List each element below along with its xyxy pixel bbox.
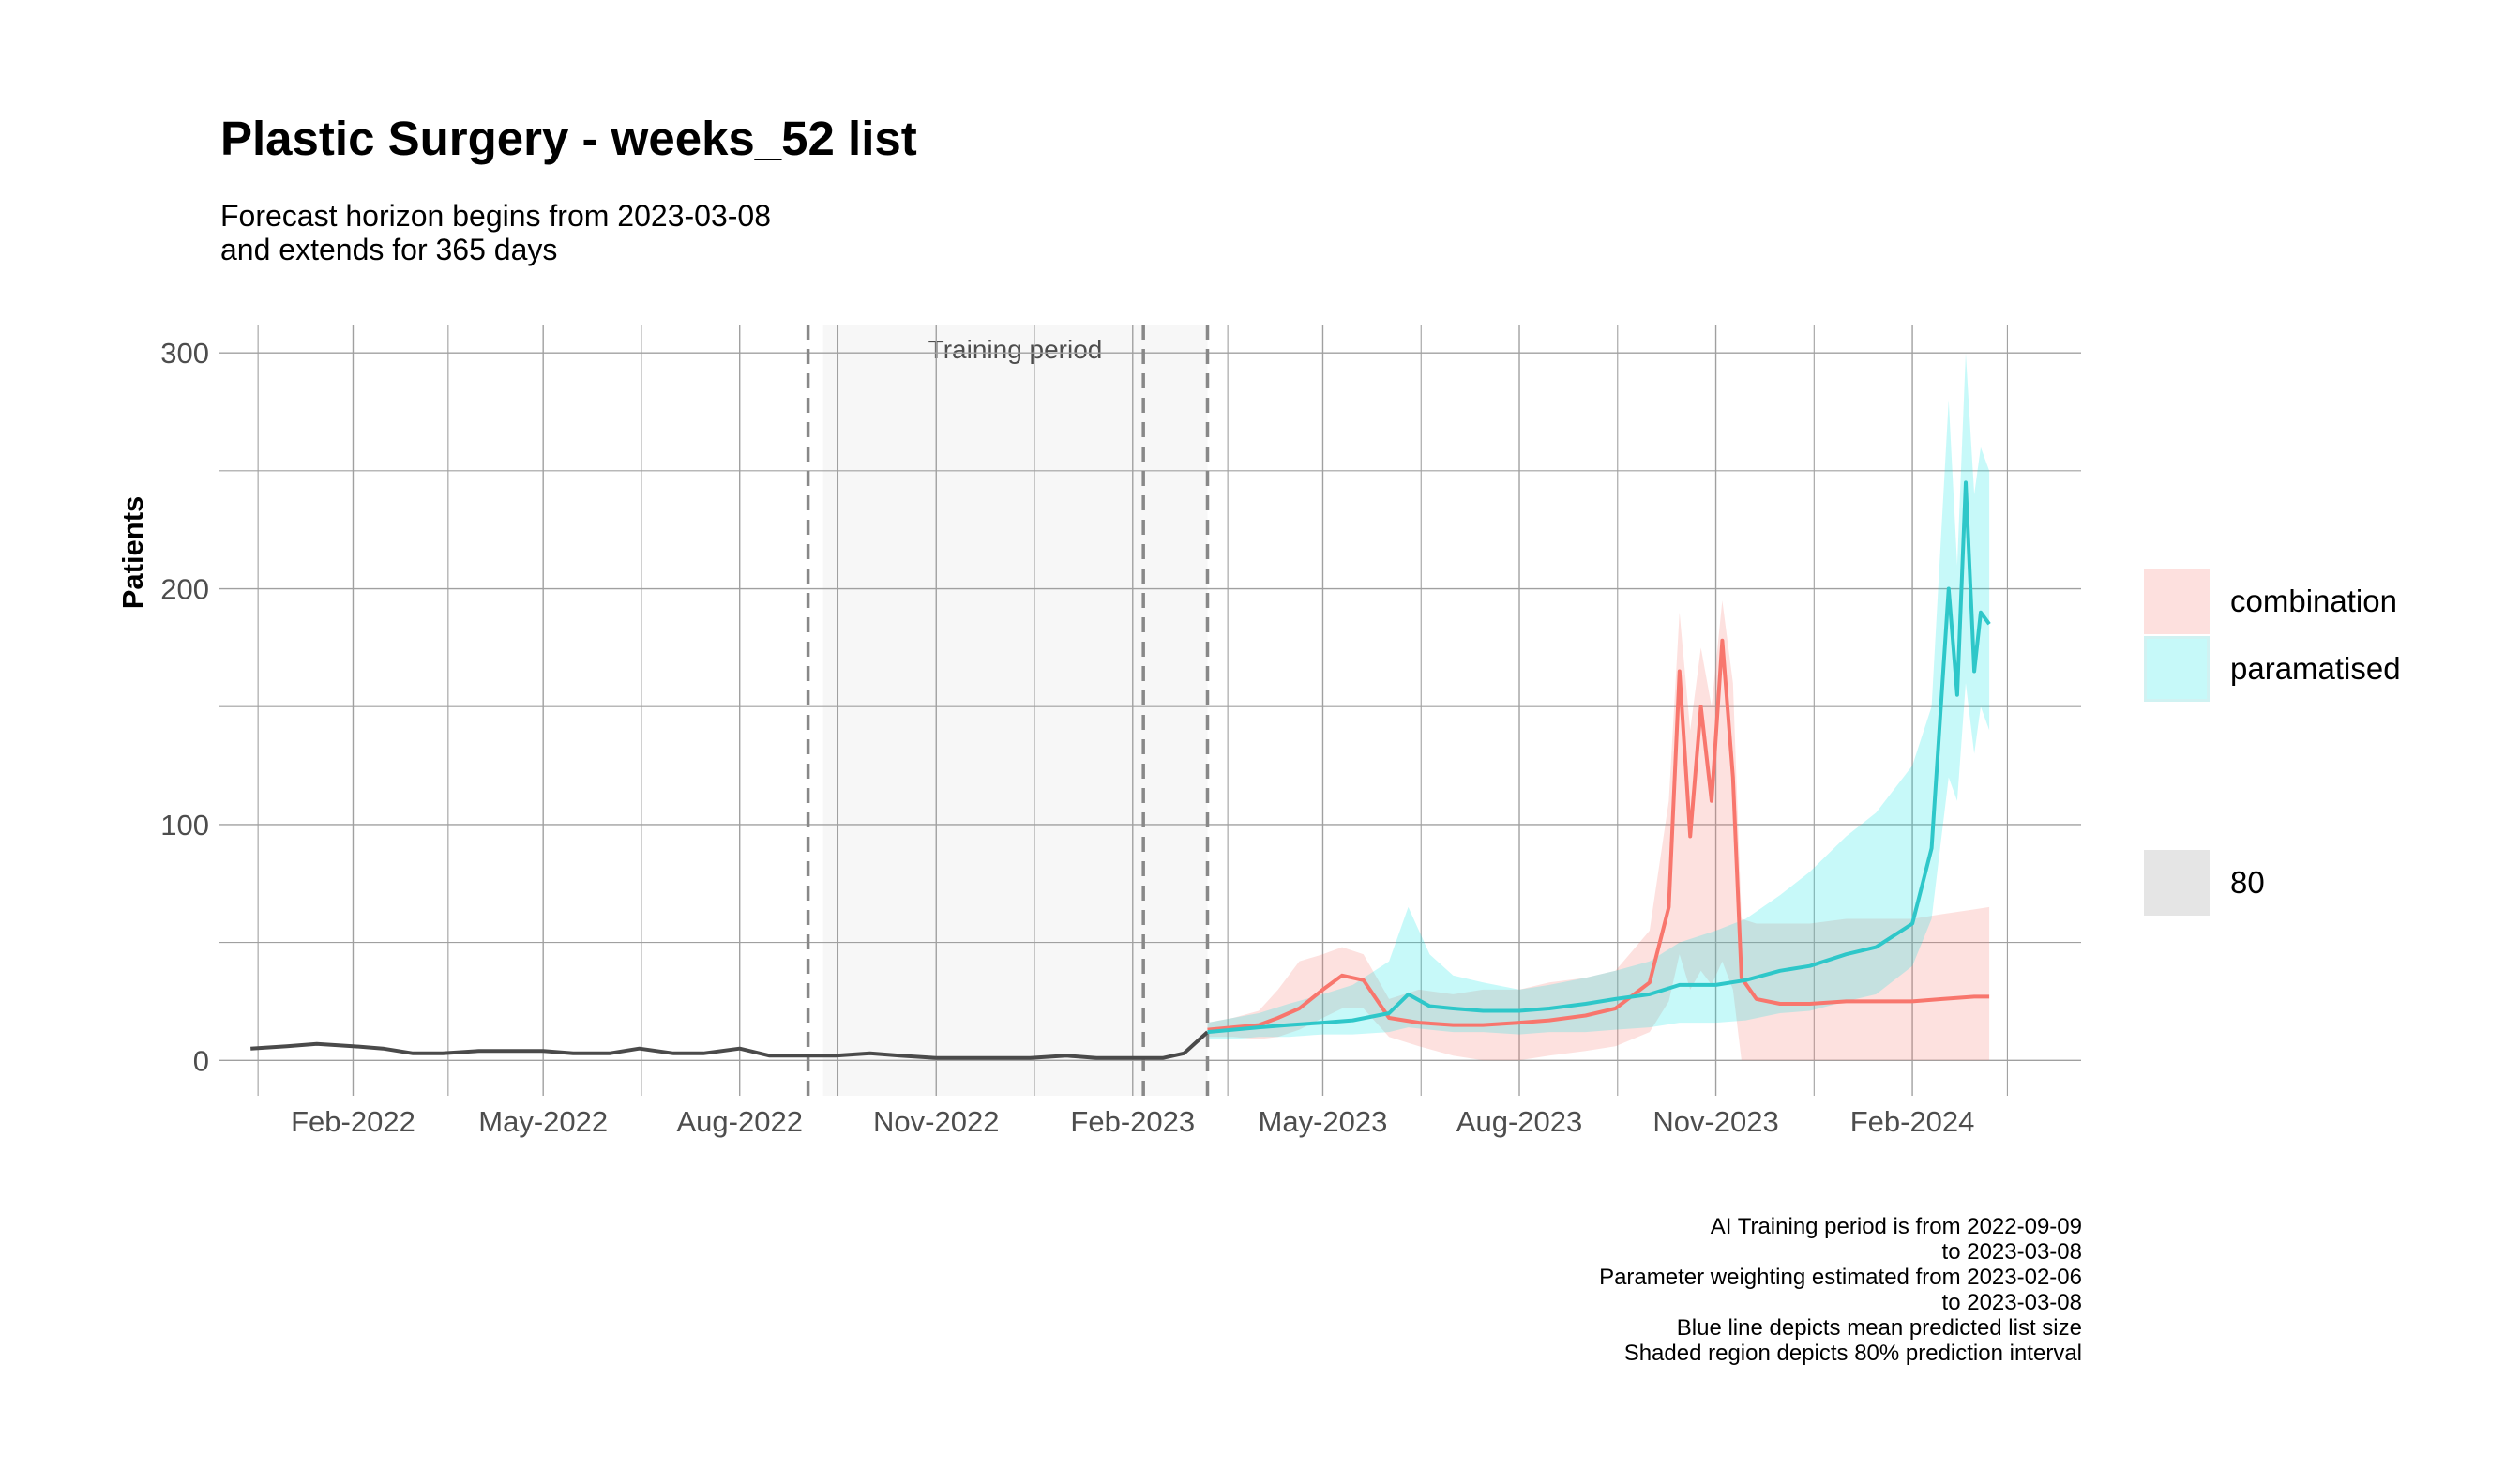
legend-swatch-paramatised: [2144, 636, 2210, 702]
line-paramatised: [1207, 480, 1991, 1035]
legend-swatch-combination: [2144, 569, 2210, 634]
chart-title: Plastic Surgery - weeks_52 list: [220, 112, 917, 165]
x-tick-label: May-2023: [1259, 1105, 1388, 1138]
x-tick-label: Nov-2022: [873, 1105, 999, 1138]
history-line: [250, 1030, 1209, 1060]
grid-layer: [219, 325, 2081, 1096]
training-period-label: Training period: [928, 335, 1103, 364]
band-paramatised: [1207, 353, 1990, 1039]
axis-label-layer: 0 100 200 300 Feb-2022 May-2022 Aug-2022 Nov-20…: [116, 337, 1974, 1138]
legend-item-combination: combination: [2144, 569, 2397, 634]
x-tick-label: Feb-2022: [291, 1105, 415, 1138]
legend-item-interval: 80: [2144, 850, 2265, 916]
subtitle-line-1: Forecast horizon begins from 2023-03-08: [220, 199, 771, 233]
caption-line: Blue line depicts mean predicted list si…: [1676, 1315, 2082, 1341]
legend-item-paramatised: paramatised: [2144, 636, 2401, 702]
legend-label-paramatised: paramatised: [2230, 651, 2401, 686]
x-tick-label: Nov-2023: [1652, 1105, 1778, 1138]
y-axis-label: Patients: [116, 496, 149, 610]
legend-label-interval: 80: [2230, 865, 2265, 900]
x-tick-label: Feb-2023: [1070, 1105, 1195, 1138]
band-combination: [1207, 600, 1990, 1061]
x-tick-label: May-2022: [478, 1105, 608, 1138]
x-tick-label: Feb-2024: [1850, 1105, 1975, 1138]
caption-line: Parameter weighting estimated from 2023-…: [1599, 1265, 2082, 1290]
y-tick-label: 100: [160, 809, 209, 842]
caption: AI Training period is from 2022-09-09 to…: [1599, 1214, 2082, 1366]
x-tick-label: Aug-2023: [1456, 1105, 1582, 1138]
caption-line: to 2023-03-08: [1941, 1239, 2082, 1265]
caption-line: AI Training period is from 2022-09-09: [1710, 1214, 2082, 1239]
series-line-layer: [250, 480, 1991, 1060]
legend-swatch-interval: [2144, 850, 2210, 916]
caption-line: to 2023-03-08: [1941, 1290, 2082, 1315]
x-tick-label: Aug-2022: [676, 1105, 802, 1138]
training-period-rect: [822, 325, 1208, 1096]
y-tick-label: 200: [160, 573, 209, 606]
legend-label-combination: combination: [2230, 584, 2397, 618]
y-tick-label: 300: [160, 337, 209, 370]
caption-line: Shaded region depicts 80% prediction int…: [1623, 1341, 2082, 1366]
vline-layer: [806, 325, 1210, 1096]
y-tick-label: 0: [193, 1044, 209, 1077]
line-combination: [1207, 638, 1990, 1032]
subtitle-line-2: and extends for 365 days: [220, 233, 558, 266]
prediction-interval-layer: [1207, 353, 1990, 1061]
training-period-layer: Training period: [822, 325, 1208, 1096]
